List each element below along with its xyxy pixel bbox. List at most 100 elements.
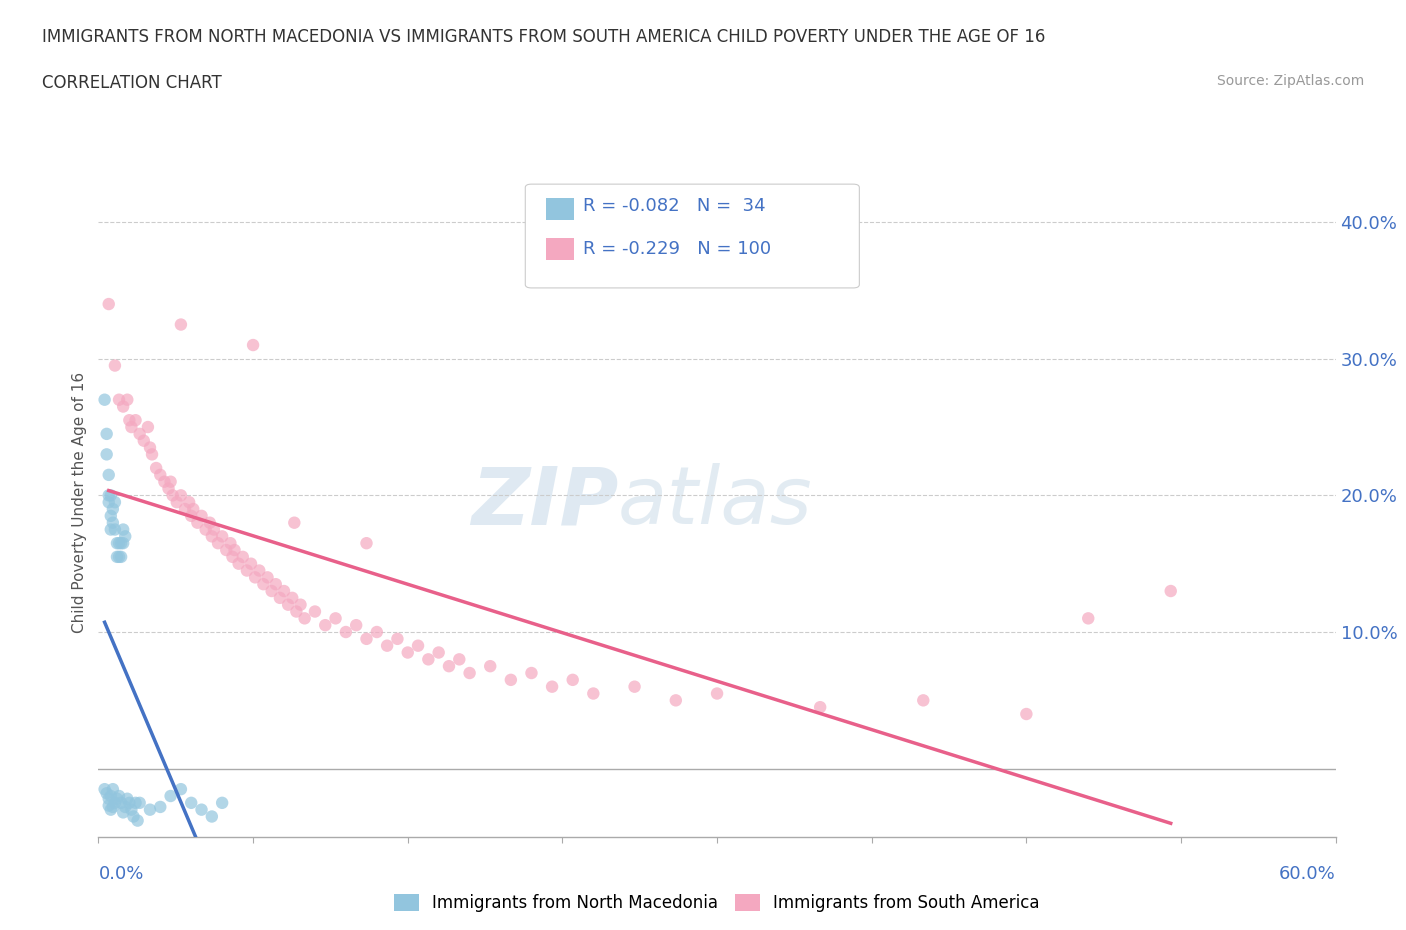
Point [97, 495, 120, 510]
Point [387, 631, 409, 646]
Point [236, 563, 259, 578]
Point [97, 468, 120, 483]
Point [194, 522, 217, 537]
Point [706, 686, 728, 701]
Point [101, 501, 124, 516]
Point [104, 495, 127, 510]
Point [100, 789, 122, 804]
Text: R = -0.082   N =  34: R = -0.082 N = 34 [583, 197, 766, 215]
Point [912, 693, 935, 708]
Point [242, 338, 264, 352]
Point [139, 440, 162, 455]
Point [273, 584, 295, 599]
Point [101, 515, 124, 530]
Point [314, 618, 336, 632]
Point [108, 550, 131, 565]
Point [118, 413, 141, 428]
Point [128, 427, 150, 442]
Point [1160, 584, 1182, 599]
Point [499, 672, 522, 687]
Point [247, 563, 270, 578]
Point [127, 813, 149, 828]
Point [149, 800, 172, 815]
Point [215, 542, 238, 557]
Point [180, 795, 202, 810]
Point [458, 666, 481, 681]
Point [264, 577, 287, 591]
Point [269, 591, 291, 605]
Text: R = -0.229   N = 100: R = -0.229 N = 100 [583, 240, 772, 259]
Point [114, 529, 136, 544]
Point [1015, 707, 1038, 722]
Point [110, 550, 132, 565]
Point [277, 597, 299, 612]
Point [93, 392, 115, 407]
Point [100, 509, 122, 524]
Point [101, 782, 124, 797]
Point [128, 795, 150, 810]
Text: CORRELATION CHART: CORRELATION CHART [42, 74, 222, 92]
Y-axis label: Child Poverty Under the Age of 16: Child Poverty Under the Age of 16 [72, 372, 87, 632]
Point [228, 556, 250, 571]
Point [479, 658, 502, 673]
Point [145, 460, 167, 475]
Point [375, 638, 398, 653]
Point [170, 488, 193, 503]
Point [198, 515, 221, 530]
Point [437, 658, 460, 673]
Text: ZIP: ZIP [471, 463, 619, 541]
Point [117, 392, 139, 407]
Point [623, 679, 645, 694]
Legend: Immigrants from North Macedonia, Immigrants from South America: Immigrants from North Macedonia, Immigra… [388, 887, 1046, 919]
Point [174, 501, 197, 516]
Point [104, 358, 127, 373]
Point [356, 631, 378, 646]
Point [170, 782, 193, 797]
Point [181, 501, 204, 516]
Point [190, 509, 212, 524]
Point [124, 413, 146, 428]
Point [207, 536, 229, 551]
Point [281, 591, 304, 605]
Bar [547, 197, 574, 219]
Point [159, 474, 181, 489]
Point [96, 427, 118, 442]
Point [136, 419, 159, 434]
Point [180, 509, 202, 524]
Point [240, 556, 263, 571]
Point [108, 392, 131, 407]
Point [325, 611, 347, 626]
Point [110, 536, 132, 551]
Point [561, 672, 583, 687]
Point [344, 618, 367, 632]
Point [1077, 611, 1099, 626]
Point [520, 666, 543, 681]
Point [120, 803, 142, 817]
Point [105, 791, 128, 806]
Point [304, 604, 326, 619]
Point [162, 488, 184, 503]
Point [139, 803, 162, 817]
Point [256, 570, 278, 585]
Point [117, 791, 139, 806]
Point [104, 522, 127, 537]
Bar [547, 238, 574, 259]
Point [105, 550, 128, 565]
Point [283, 515, 305, 530]
Point [449, 652, 471, 667]
Point [96, 786, 118, 801]
Point [285, 604, 308, 619]
Point [97, 791, 120, 806]
FancyBboxPatch shape [526, 184, 859, 288]
Point [260, 584, 283, 599]
Point [97, 798, 120, 813]
Point [112, 536, 135, 551]
Point [427, 645, 450, 660]
Point [290, 597, 312, 612]
Text: atlas: atlas [619, 463, 813, 541]
Point [406, 638, 429, 653]
Point [294, 611, 316, 626]
Point [104, 795, 127, 810]
Point [418, 652, 440, 667]
Point [96, 447, 118, 462]
